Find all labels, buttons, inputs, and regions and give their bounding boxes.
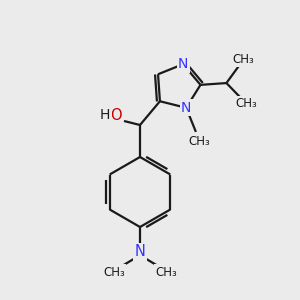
Text: CH₃: CH₃ [232, 53, 254, 66]
Text: O: O [110, 107, 122, 122]
Text: N: N [181, 101, 191, 115]
Text: CH₃: CH₃ [155, 266, 177, 278]
Text: CH₃: CH₃ [103, 266, 125, 278]
Text: N: N [178, 57, 188, 71]
Text: H: H [100, 108, 110, 122]
Text: CH₃: CH₃ [236, 98, 257, 110]
Text: CH₃: CH₃ [189, 135, 211, 148]
Text: N: N [135, 244, 146, 260]
